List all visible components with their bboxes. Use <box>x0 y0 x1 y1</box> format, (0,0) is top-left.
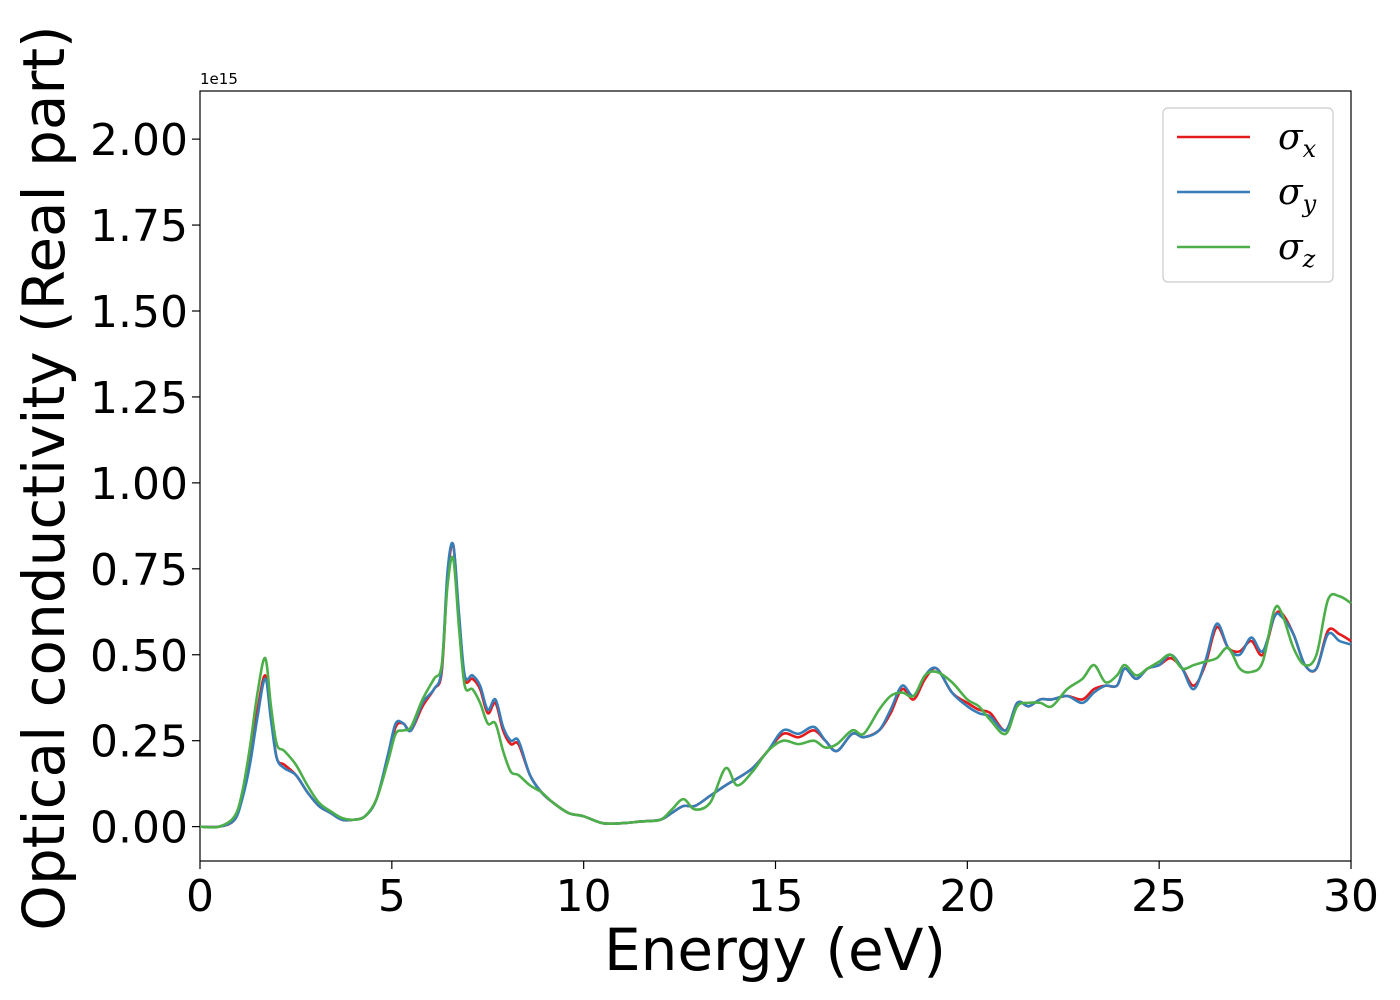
x-tick-label: 20 <box>939 871 995 922</box>
legend-subscript: z <box>1302 245 1316 273</box>
x-tick-label: 25 <box>1131 871 1187 922</box>
y-tick-label: 0.00 <box>90 803 188 854</box>
legend-label-y: σy <box>1278 172 1317 218</box>
y-tick-label: 1.75 <box>90 201 188 252</box>
legend-subscript: y <box>1302 190 1317 218</box>
legend-subscript: x <box>1303 135 1317 163</box>
legend-box <box>1162 107 1334 283</box>
x-axis-ticks: 0 5 10 15 20 25 30 <box>186 861 1379 922</box>
y-tick-label: 1.00 <box>90 459 188 510</box>
x-tick-label: 0 <box>186 871 214 922</box>
legend-symbol: σ <box>1278 227 1304 268</box>
y-tick-label: 0.25 <box>90 717 188 768</box>
y-axis-ticks: 0.00 0.25 0.50 0.75 1.00 1.25 1.50 1.75 2.00 <box>90 115 200 854</box>
legend-symbol: σ <box>1278 172 1304 213</box>
series-layer <box>199 541 1352 829</box>
x-tick-label: 15 <box>748 871 804 922</box>
legend-symbol: σ <box>1278 117 1304 158</box>
x-tick-label: 5 <box>378 871 406 922</box>
x-tick-label: 30 <box>1323 871 1379 922</box>
x-tick-label: 10 <box>556 871 612 922</box>
legend-label-z: σz <box>1278 227 1316 273</box>
y-axis-label: Optical conductivity (Real part) <box>10 25 78 930</box>
legend-label-x: σx <box>1278 117 1317 163</box>
x-axis-label: Energy (eV) <box>604 916 946 984</box>
y-tick-label: 2.00 <box>90 115 188 166</box>
y-axis-offset-label: 1e15 <box>200 70 238 88</box>
y-tick-label: 1.50 <box>90 287 188 338</box>
series-line-z <box>199 555 1352 829</box>
y-tick-label: 0.50 <box>90 631 188 682</box>
y-tick-label: 0.75 <box>90 545 188 596</box>
y-tick-label: 1.25 <box>90 373 188 424</box>
